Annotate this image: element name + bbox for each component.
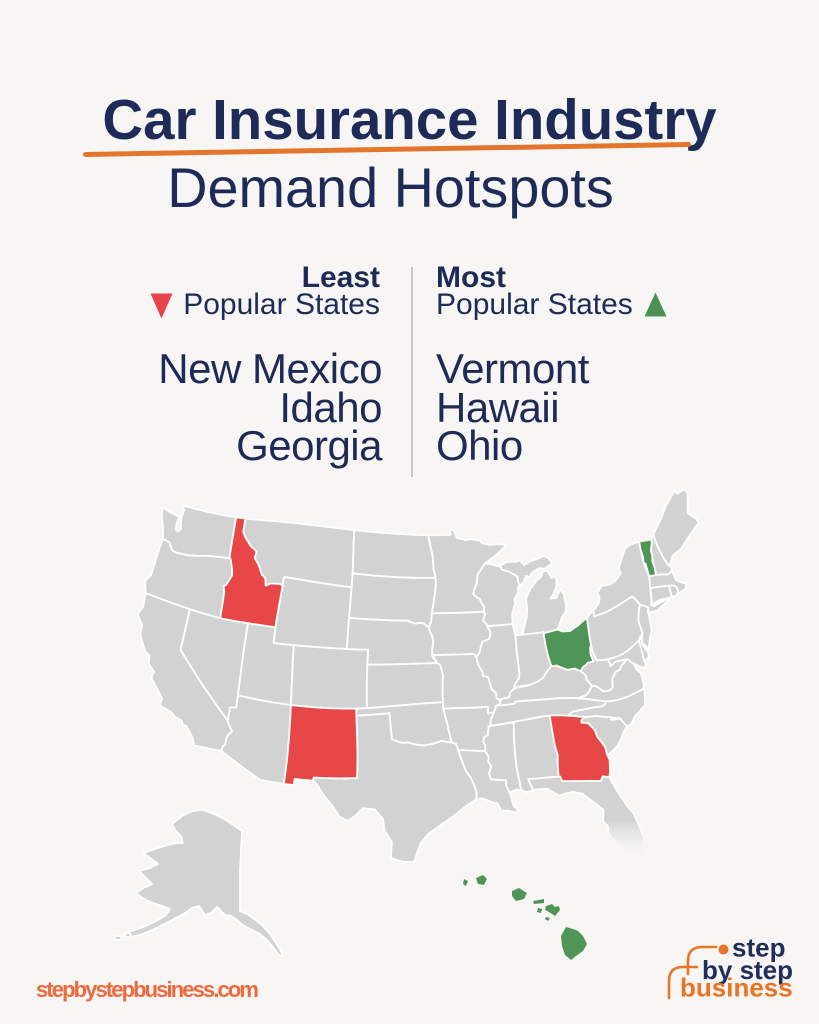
svg-text:business: business [680, 973, 793, 1003]
svg-text:by step: by step [702, 955, 793, 985]
svg-text:step: step [732, 933, 785, 963]
